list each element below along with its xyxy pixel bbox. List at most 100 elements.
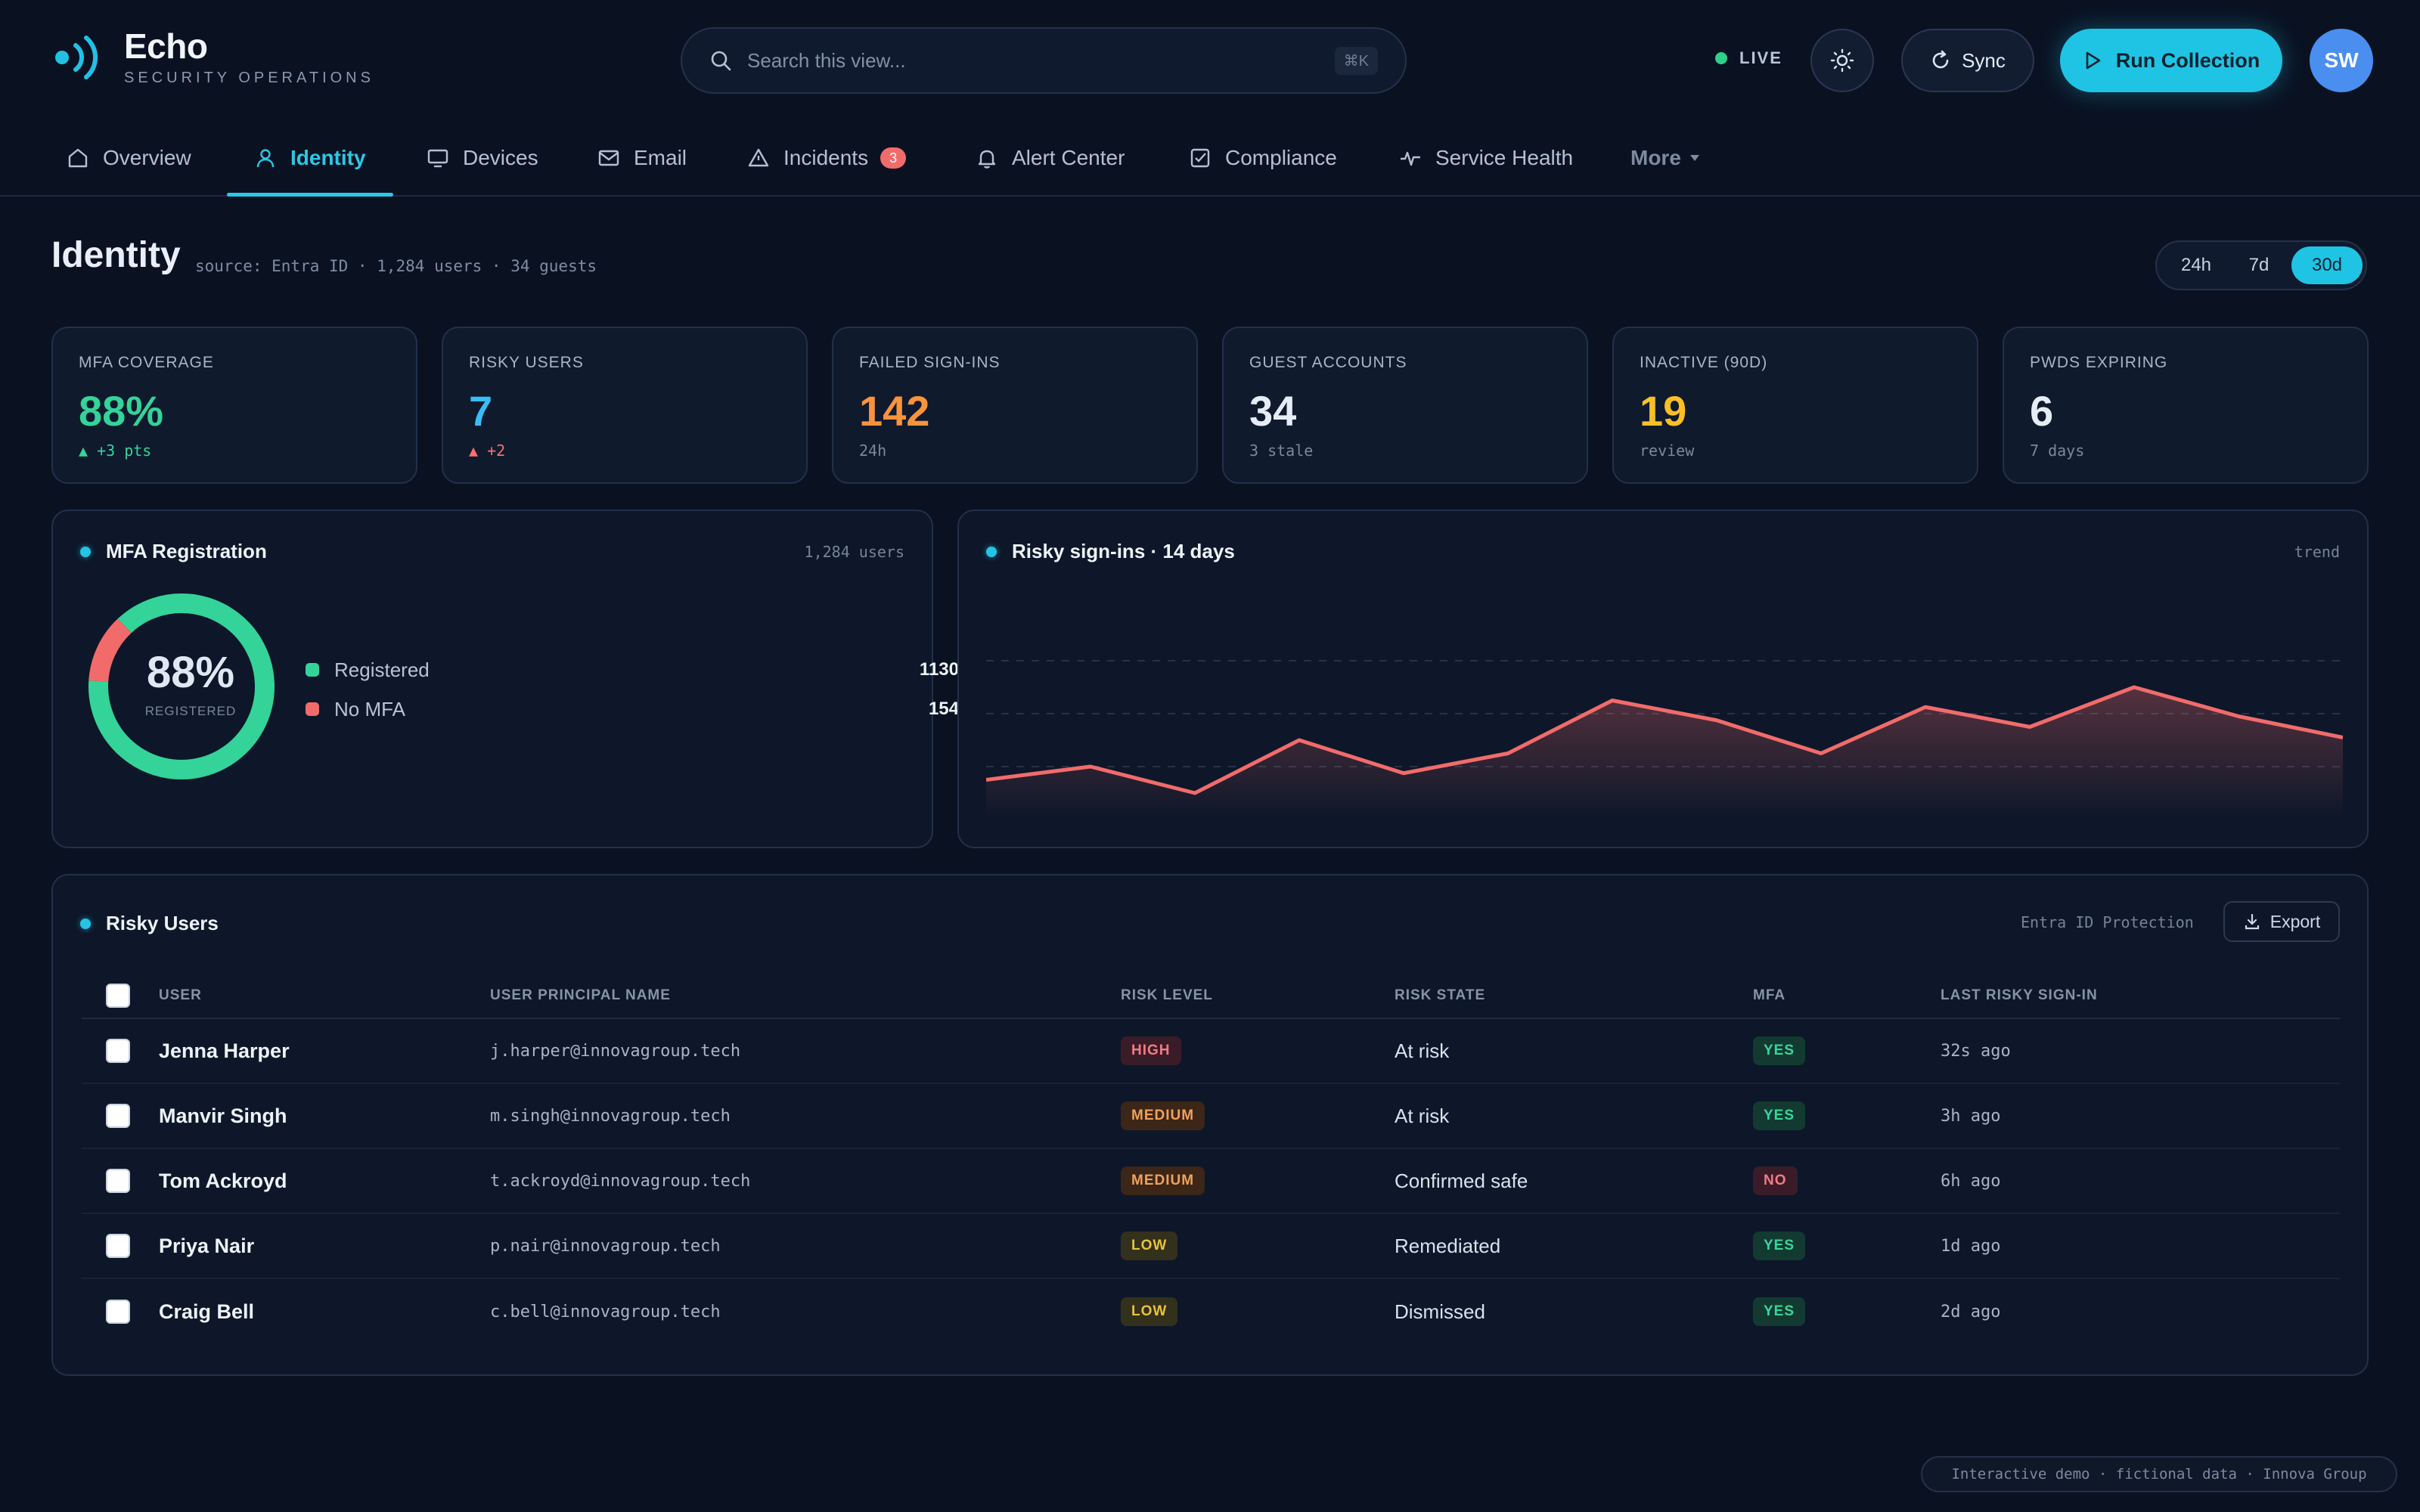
donut-slice-no-mfa[interactable]	[88, 618, 132, 683]
tab-email[interactable]: Email	[597, 121, 687, 195]
mail-icon	[598, 150, 619, 166]
user-name[interactable]: Manvir Singh	[159, 1104, 287, 1127]
kpi-card[interactable]: MFA COVERAGE 88% ▲ +3 pts	[51, 327, 417, 484]
panel-dot-icon	[80, 918, 91, 929]
trend-point[interactable]	[1505, 751, 1511, 757]
table-row[interactable]: Manvir Singh m.singh@innovagroup.tech MEDI…	[82, 1084, 2340, 1149]
export-label: Export	[2270, 911, 2321, 931]
monitor-icon	[427, 149, 448, 168]
avatar[interactable]: SW	[2310, 29, 2373, 92]
trend-panel-meta: trend	[2294, 543, 2340, 561]
kpi-card[interactable]: RISKY USERS 7 ▲ +2	[442, 327, 808, 484]
risk-level-cell: HIGH	[1121, 1019, 1181, 1083]
trend-point[interactable]	[2131, 684, 2137, 690]
download-icon	[2245, 913, 2259, 930]
main-nav: Overview Identity Devices Email Incident…	[0, 121, 2420, 197]
mfa-status-badge: NO	[1753, 1167, 1798, 1195]
bell-icon	[978, 150, 996, 169]
export-button[interactable]: Export	[2223, 901, 2340, 942]
tab-label: Service Health	[1435, 146, 1574, 169]
trend-point[interactable]	[1609, 698, 1615, 704]
last-risky-signin: 6h ago	[1941, 1171, 2001, 1191]
panel-title: MFA Registration	[80, 540, 267, 563]
legend-item-registered: Registered 1130	[306, 655, 959, 685]
range-30d[interactable]: 30d	[2291, 246, 2363, 284]
home-icon	[68, 148, 88, 168]
trend-area	[986, 687, 2343, 820]
tab-identity[interactable]: Identity	[227, 121, 393, 197]
mfa-status-badge: YES	[1753, 1036, 1806, 1065]
row-checkbox-cell	[106, 1019, 130, 1083]
kpi-card[interactable]: PWDS EXPIRING 6 7 days	[2003, 327, 2369, 484]
sync-button[interactable]: Sync	[1901, 29, 2034, 92]
column-header-risk-state[interactable]: RISK STATE	[1395, 987, 1486, 1003]
tab-alert-center[interactable]: Alert Center	[976, 121, 1125, 195]
tab-service-health[interactable]: Service Health	[1399, 121, 1573, 195]
trend-point[interactable]	[1087, 764, 1094, 770]
table-row[interactable]: Jenna Harper j.harper@innovagroup.tech HIG…	[82, 1019, 2340, 1084]
select-all-checkbox[interactable]	[106, 974, 130, 1018]
tab-label: More	[1630, 146, 1681, 169]
trend-point[interactable]	[1818, 751, 1824, 757]
chevron-down-icon	[1689, 155, 1699, 161]
table-row[interactable]: Priya Nair p.nair@innovagroup.tech LOW Reme…	[82, 1214, 2340, 1279]
legend-value: 154	[928, 699, 959, 719]
row-checkbox[interactable]	[106, 1234, 130, 1258]
kpi-sub: ▲ +3 pts	[79, 442, 152, 460]
tab-label: Identity	[290, 146, 366, 169]
row-checkbox[interactable]	[106, 1039, 130, 1063]
app-logo[interactable]: Echo SECURITY OPERATIONS	[48, 27, 374, 87]
theme-toggle-button[interactable]	[1810, 29, 1874, 92]
user-name[interactable]: Craig Bell	[159, 1300, 255, 1323]
kpi-card[interactable]: INACTIVE (90D) 19 review	[1612, 327, 1978, 484]
table-row[interactable]: Tom Ackroyd t.ackroyd@innovagroup.tech MED…	[82, 1149, 2340, 1214]
risk-state: Remediated	[1395, 1234, 1501, 1257]
user-name[interactable]: Priya Nair	[159, 1234, 255, 1257]
tab-compliance[interactable]: Compliance	[1189, 121, 1337, 195]
kpi-card[interactable]: GUEST ACCOUNTS 34 3 stale	[1222, 327, 1588, 484]
column-header-last-risky-signin[interactable]: LAST RISKY SIGN-IN	[1941, 987, 2098, 1003]
run-collection-button[interactable]: Run Collection	[2060, 29, 2282, 92]
risk-level-badge: LOW	[1121, 1297, 1178, 1326]
row-checkbox[interactable]	[106, 1300, 130, 1324]
row-checkbox[interactable]	[106, 1104, 130, 1128]
column-header-upn[interactable]: USER PRINCIPAL NAME	[490, 987, 671, 1003]
donut-slice-registered[interactable]	[88, 593, 275, 779]
range-7d[interactable]: 7d	[2248, 255, 2270, 275]
tab-incidents[interactable]: Incidents 3	[747, 121, 907, 195]
live-label: LIVE	[1739, 48, 1782, 67]
tab-overview[interactable]: Overview	[67, 121, 191, 195]
mfa-cell: YES	[1753, 1084, 1806, 1148]
panel-dot-icon	[986, 546, 997, 557]
checkbox[interactable]	[106, 984, 130, 1008]
user-name[interactable]: Jenna Harper	[159, 1039, 290, 1062]
trend-point[interactable]	[1296, 737, 1302, 743]
row-checkbox-cell	[106, 1214, 130, 1278]
range-24h[interactable]: 24h	[2180, 255, 2212, 275]
mfa-panel-meta: 1,284 users	[804, 543, 904, 561]
footer-note: Interactive demo · fictional data · Inno…	[1921, 1456, 2397, 1492]
kpi-value: 6	[2030, 387, 2054, 435]
kpi-card[interactable]: FAILED SIGN-INS 142 24h	[832, 327, 1198, 484]
tab-more[interactable]: More	[1630, 121, 1699, 195]
tab-devices[interactable]: Devices	[427, 121, 538, 195]
trend-point[interactable]	[1714, 717, 1720, 723]
table-row[interactable]: Craig Bell c.bell@innovagroup.tech LOW Dism…	[82, 1279, 2340, 1344]
column-header-mfa[interactable]: MFA	[1753, 987, 1786, 1003]
trend-point[interactable]	[2027, 724, 2033, 730]
kpi-label: INACTIVE (90D)	[1640, 354, 1768, 371]
trend-point[interactable]	[1401, 770, 1407, 776]
column-header-risk-level[interactable]: RISK LEVEL	[1121, 987, 1213, 1003]
user-name[interactable]: Tom Ackroyd	[159, 1169, 287, 1192]
trend-line[interactable]	[986, 685, 2343, 795]
column-header-user[interactable]: USER	[159, 987, 202, 1003]
trend-point[interactable]	[2235, 714, 2242, 720]
trend-point[interactable]	[1922, 704, 1928, 710]
risk-level-badge: LOW	[1121, 1232, 1178, 1260]
row-checkbox[interactable]	[106, 1169, 130, 1193]
tab-label: Devices	[463, 146, 538, 169]
user-principal-name: t.ackroyd@innovagroup.tech	[490, 1171, 751, 1191]
mfa-status-badge: YES	[1753, 1297, 1806, 1326]
search-input[interactable]: Search this view... ⌘K	[681, 27, 1407, 94]
trend-point[interactable]	[1192, 790, 1198, 796]
